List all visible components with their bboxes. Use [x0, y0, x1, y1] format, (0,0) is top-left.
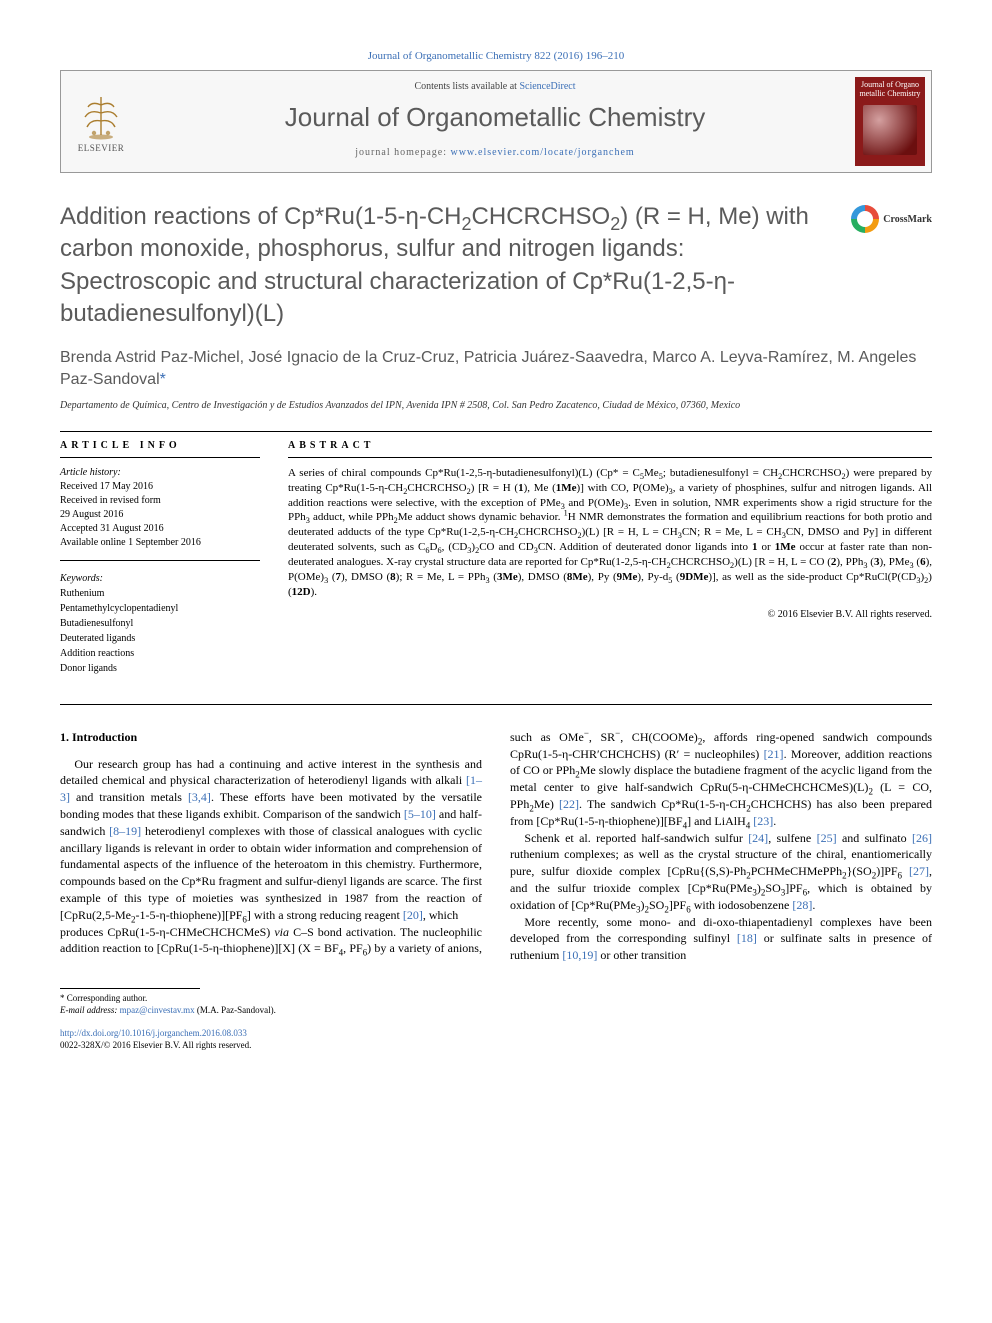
abstract-heading: ABSTRACT	[288, 434, 932, 458]
contents-prefix: Contents lists available at	[414, 81, 519, 92]
keyword: Addition reactions	[60, 646, 260, 661]
doi-link[interactable]: http://dx.doi.org/10.1016/j.jorganchem.2…	[60, 1028, 247, 1038]
homepage-prefix: journal homepage:	[355, 147, 450, 158]
history-line: Received in revised form	[60, 494, 260, 508]
cover-title: Journal of Organo metallic Chemistry	[859, 81, 921, 99]
crossmark-label: CrossMark	[883, 214, 932, 225]
elsevier-tree-icon	[76, 91, 126, 141]
section-1-heading: 1. Introduction	[60, 729, 482, 746]
footnote-separator	[60, 988, 200, 989]
article-info-column: ARTICLE INFO Article history: Received 1…	[60, 434, 260, 676]
keyword: Butadienesulfonyl	[60, 616, 260, 631]
corr-email-affil: (M.A. Paz-Sandoval).	[197, 1005, 276, 1015]
crossmark-badge[interactable]: CrossMark	[851, 205, 932, 233]
journal-homepage-line: journal homepage: www.elsevier.com/locat…	[141, 147, 849, 158]
keyword: Deuterated ligands	[60, 631, 260, 646]
abstract-text: A series of chiral compounds Cp*Ru(1-2,5…	[288, 466, 932, 600]
journal-cover-thumbnail: Journal of Organo metallic Chemistry	[855, 77, 925, 166]
sciencedirect-link[interactable]: ScienceDirect	[519, 81, 575, 92]
copyright-line: © 2016 Elsevier B.V. All rights reserved…	[288, 609, 932, 620]
corr-email-link[interactable]: mpaz@cinvestav.mx	[120, 1005, 195, 1015]
keywords-block: Keywords: Ruthenium Pentamethylcyclopent…	[60, 571, 260, 676]
keyword: Donor ligands	[60, 661, 260, 676]
body-paragraph: Schenk et al. reported half-sandwich sul…	[510, 830, 932, 914]
corresponding-author-footnote: * Corresponding author. E-mail address: …	[60, 993, 932, 1016]
doi-block: http://dx.doi.org/10.1016/j.jorganchem.2…	[60, 1028, 932, 1051]
affiliation: Departamento de Química, Centro de Inves…	[60, 399, 932, 413]
keyword: Pentamethylcyclopentadienyl	[60, 601, 260, 616]
elsevier-label: ELSEVIER	[78, 143, 125, 153]
issn-copyright: 0022-328X/© 2016 Elsevier B.V. All right…	[60, 1040, 251, 1050]
journal-header-box: ELSEVIER Contents lists available at Sci…	[60, 70, 932, 173]
keyword: Ruthenium	[60, 586, 260, 601]
history-label: Article history:	[60, 466, 260, 480]
authors-line: Brenda Astrid Paz-Michel, José Ignacio d…	[60, 347, 932, 392]
crossmark-icon	[851, 205, 879, 233]
cover-art-icon	[863, 105, 917, 155]
contents-lists-line: Contents lists available at ScienceDirec…	[141, 81, 849, 92]
journal-name: Journal of Organometallic Chemistry	[141, 102, 849, 133]
email-label: E-mail address:	[60, 1005, 117, 1015]
body-two-column: 1. Introduction Our research group has h…	[60, 729, 932, 964]
history-line: Received 17 May 2016	[60, 480, 260, 494]
journal-homepage-link[interactable]: www.elsevier.com/locate/jorganchem	[450, 147, 634, 158]
article-info-heading: ARTICLE INFO	[60, 434, 260, 458]
corr-author-label: * Corresponding author.	[60, 993, 932, 1005]
body-paragraph: Our research group has had a continuing …	[60, 756, 482, 924]
section-divider	[60, 704, 932, 705]
abstract-column: ABSTRACT A series of chiral compounds Cp…	[288, 434, 932, 676]
history-line: 29 August 2016	[60, 508, 260, 522]
history-line: Available online 1 September 2016	[60, 536, 260, 550]
keywords-label: Keywords:	[60, 571, 260, 586]
history-line: Accepted 31 August 2016	[60, 522, 260, 536]
article-title: Addition reactions of Cp*Ru(1-5-η-CH2CHC…	[60, 201, 932, 331]
body-paragraph: More recently, some mono- and di-oxo-thi…	[510, 914, 932, 964]
top-citation: Journal of Organometallic Chemistry 822 …	[60, 50, 932, 62]
article-history: Article history: Received 17 May 2016 Re…	[60, 466, 260, 561]
elsevier-logo: ELSEVIER	[61, 71, 141, 172]
